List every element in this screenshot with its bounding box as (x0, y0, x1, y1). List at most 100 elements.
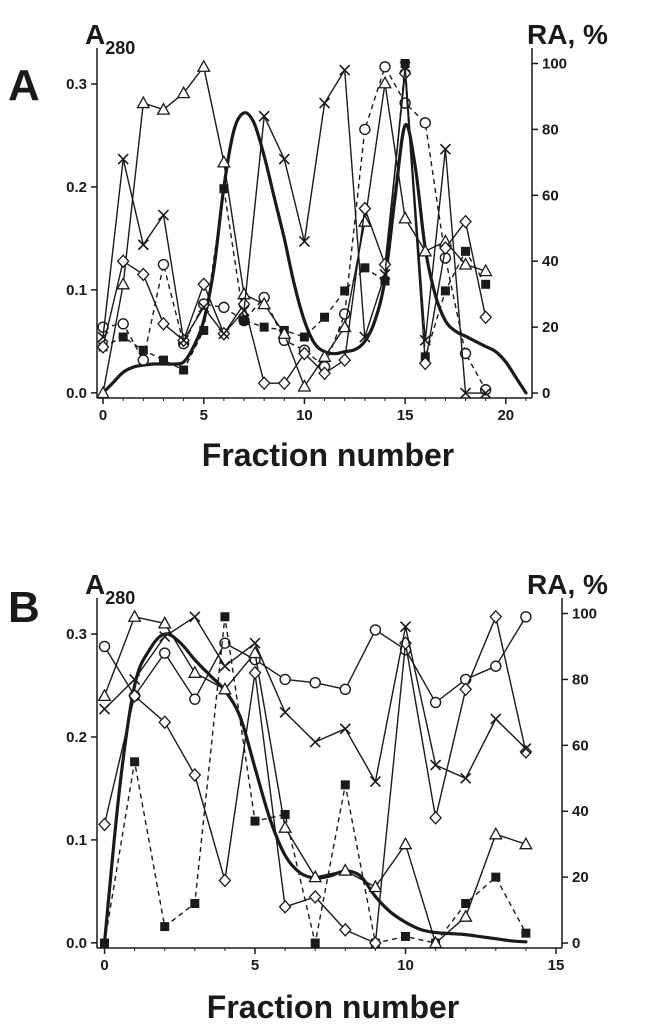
panel-a-point-open-triangle (458, 257, 473, 270)
panel-a-series-cross (97, 61, 492, 399)
panel-b-x-tick-label: 10 (397, 957, 414, 974)
panel-a-point-open-diamond (136, 267, 150, 282)
panel-b-point-cross (520, 743, 532, 755)
panel-a-point-filled-square (299, 332, 309, 342)
panel-a-point-open-triangle (418, 243, 433, 257)
panel-a-point-cross (459, 387, 472, 399)
panel-b-point-open-circle (490, 660, 502, 672)
panel-b-series-cross (98, 611, 532, 788)
panel-b-point-open-diamond (98, 817, 111, 832)
panel-a-point-open-circle (479, 384, 492, 396)
panel-a-point-cross (258, 110, 270, 122)
panel-b-point-open-diamond (369, 936, 382, 951)
panel-b-x-tick-label: 5 (251, 957, 259, 974)
panel-a-point-cross (178, 334, 190, 346)
panel-b-point-filled-square (100, 938, 110, 948)
panel-b-point-open-triangle (518, 836, 533, 850)
panel-a-point-open-circle (157, 258, 170, 271)
panel-b-x-tick-label: 15 (548, 957, 565, 974)
panel-a-point-open-triangle (257, 296, 272, 310)
panel-b-x-axis-title: Fraction number (207, 989, 459, 1025)
panel-b-point-open-diamond (128, 688, 142, 703)
panel-a-point-filled-square (461, 246, 471, 256)
panel-a-point-open-diamond (157, 316, 170, 331)
panel-a-point-open-triangle (277, 326, 292, 339)
panel-a-point-open-triangle (478, 263, 493, 277)
panel-a-point-open-diamond (298, 346, 311, 361)
panel-a-point-open-triangle (196, 59, 211, 72)
panel-b-point-filled-square (310, 938, 320, 948)
panel-a-point-open-triangle (136, 95, 151, 109)
panel-a-point-open-circle (359, 123, 371, 136)
panel-b-point-open-triangle (278, 820, 293, 833)
panel-a-label: A (8, 61, 40, 110)
panel-b-point-cross (490, 713, 502, 725)
panel-b-point-filled-square (340, 780, 350, 790)
panel-b-point-open-circle (520, 611, 532, 623)
plot-layer: 0 5 10 15 20 0.0 0.1 0.2 0.3 0 20 40 60 80 100 0 5 10 15 0.… (66, 48, 597, 974)
panel-a-point-open-triangle (176, 85, 191, 99)
panel-b-right-tick-label: 0 (572, 935, 580, 952)
panel-a-x-tick-label: 15 (397, 407, 414, 424)
panel-a-point-open-triangle (116, 276, 131, 290)
panel-b-point-open-triangle (218, 681, 232, 695)
panel-a: A A280 RA, % Fraction number (8, 19, 608, 473)
panel-b-point-open-circle (189, 693, 201, 705)
panel-a-point-filled-square (239, 316, 249, 326)
panel-b-left-tick-label: 0.3 (66, 626, 87, 643)
panel-a-point-open-triangle (317, 349, 332, 362)
panel-b-point-cross (249, 637, 261, 649)
panel-a-point-filled-square (320, 312, 330, 322)
panel-a-point-open-circle (419, 117, 431, 129)
panel-a-absorbance-curve (101, 111, 528, 395)
panel-a-right-tick-label: 60 (542, 187, 559, 204)
panel-a-point-filled-square (380, 276, 390, 286)
panel-a-plot: 0 5 10 15 20 0.0 0.1 0.2 0.3 0 20 40 60 80 100 (66, 48, 567, 424)
panel-a-series-none (101, 111, 528, 395)
panel-a-point-cross (339, 64, 351, 76)
panel-a-point-open-triangle (398, 211, 413, 224)
panel-b-point-cross (399, 621, 412, 633)
panel-b-point-open-triangle (458, 909, 473, 922)
panel-a-point-filled-square (481, 279, 491, 289)
panel-a-point-cross (137, 239, 149, 251)
panel-b-point-filled-square (160, 922, 170, 932)
panel-b-point-open-diamond (308, 889, 322, 904)
panel-a-point-open-diamond (338, 353, 352, 368)
panel-a-right-tick-label: 40 (542, 253, 559, 270)
panel-a-point-open-diamond (116, 254, 130, 269)
panel-b-left-tick-label: 0.0 (66, 935, 87, 952)
panel-a-right-tick-label: 80 (542, 121, 559, 138)
panel-a-point-open-triangle (156, 102, 171, 115)
panel-a-x-axis-title: Fraction number (202, 437, 454, 473)
panel-b-x-tick-label: 0 (100, 957, 108, 974)
panel-a-point-filled-square (138, 345, 148, 355)
panel-b-point-cross (279, 706, 291, 718)
panel-b-point-filled-square (190, 899, 200, 909)
panel-b: B A280 RA, % Fraction number (8, 569, 608, 1025)
panel-b-point-filled-square (250, 816, 260, 826)
panel-a-point-open-diamond (197, 277, 211, 292)
panel-b-point-cross (430, 759, 442, 771)
panel-a-point-filled-square (360, 263, 370, 273)
panel-b-left-tick-label: 0.2 (66, 729, 87, 746)
panel-a-right-tick-label: 0 (542, 385, 550, 402)
panel-b-point-open-diamond (519, 744, 533, 759)
panel-b-point-open-diamond (278, 899, 292, 914)
panel-b-left-tick-label: 0.1 (66, 832, 87, 849)
panel-b-point-cross (159, 630, 171, 643)
panel-a-point-open-diamond (439, 241, 452, 256)
panel-b-label: B (8, 583, 40, 632)
panel-a-point-open-triangle (357, 214, 372, 227)
panel-a-series-open-triangle (96, 59, 493, 399)
panel-a-point-open-circle (117, 318, 129, 330)
panel-a-right-tick-label: 20 (542, 319, 559, 336)
panel-b-point-open-circle (279, 673, 291, 686)
panel-a-point-filled-square (158, 355, 168, 365)
panel-a-point-open-diamond (257, 376, 271, 391)
panel-b-left-axis-title-sub: 280 (105, 588, 135, 608)
panel-a-point-cross (359, 331, 371, 343)
panel-a-point-open-triangle (96, 385, 110, 399)
panel-b-point-open-circle (98, 640, 111, 653)
panel-a-point-open-circle (137, 354, 150, 366)
